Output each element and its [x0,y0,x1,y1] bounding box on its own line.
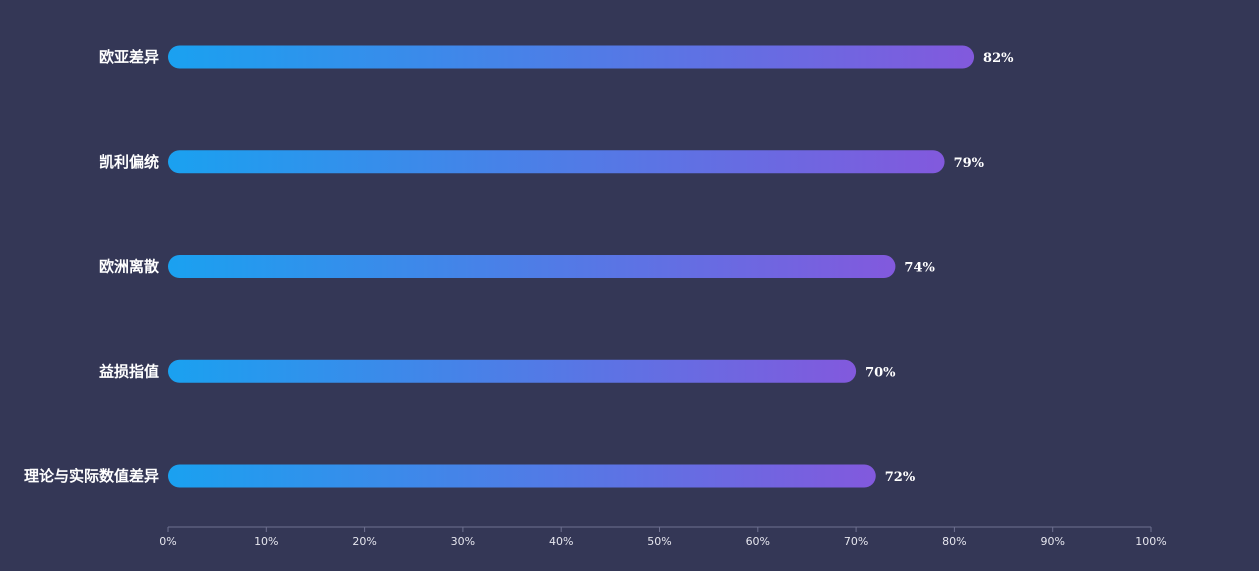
category-label: 凯利偏统 [99,153,159,171]
x-tick-label: 30% [451,535,475,548]
x-tick-label: 90% [1040,535,1064,548]
x-tick-label: 10% [254,535,278,548]
bar [168,255,896,278]
x-tick-label: 100% [1135,535,1166,548]
value-label: 74% [904,261,935,276]
bar [168,150,945,174]
x-tick-label: 40% [549,535,573,548]
x-tick-label: 80% [942,535,966,548]
category-label: 理论与实际数值差异 [24,467,159,485]
value-label: 79% [954,156,985,171]
x-tick-label: 70% [844,535,868,548]
category-label: 欧亚差异 [99,48,159,66]
bars-layer: 欧亚差异 82% 凯利偏统 79% 欧洲离散 74% 益损指值 70% 理论与实际数值差异 72% [24,45,1014,488]
category-label: 欧洲离散 [99,258,160,276]
bar [168,359,857,383]
bar [168,45,975,69]
value-label: 70% [865,365,896,380]
x-axis: 0% 10% 20% 30% 40% 50% 60% 70% 80% 90% 100% [159,526,1167,548]
value-label: 82% [983,51,1014,66]
x-tick-label: 60% [746,535,770,548]
x-tick-label: 0% [159,535,176,548]
category-label: 益损指值 [99,362,159,380]
x-tick-label: 20% [352,535,376,548]
bar [168,464,876,488]
value-label: 72% [885,470,916,485]
x-tick-label: 50% [647,535,671,548]
